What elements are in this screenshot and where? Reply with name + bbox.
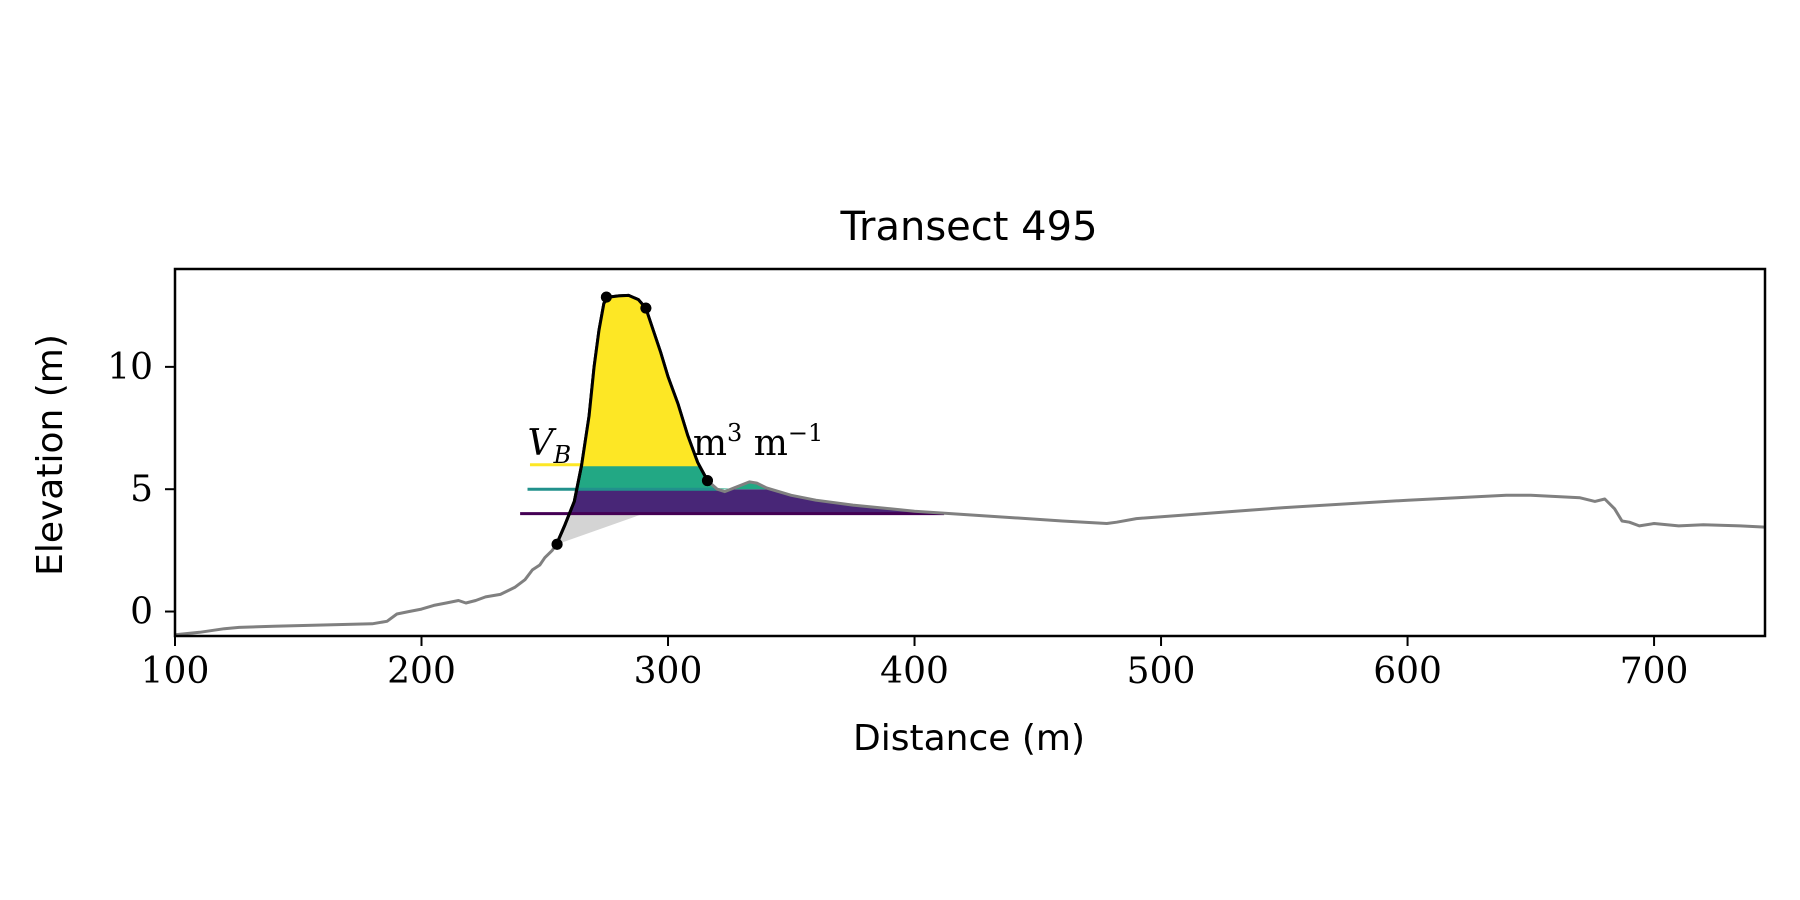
x-tick-label: 200 <box>387 651 456 692</box>
profile-point-top <box>551 538 563 550</box>
x-tick-label: 100 <box>141 651 210 692</box>
x-tick-label: 300 <box>634 651 703 692</box>
y-axis: 0 5 10 <box>107 347 175 633</box>
landward-profile-line <box>175 542 559 636</box>
x-axis-label: Distance (m) <box>853 718 1085 759</box>
x-tick-label: 500 <box>1127 651 1196 692</box>
y-tick-label: 5 <box>130 469 153 510</box>
y-tick-label: 10 <box>107 347 153 388</box>
fill-below-level-1 <box>557 513 644 545</box>
dune-occlusion <box>551 291 713 550</box>
dune-outline-top <box>555 293 709 544</box>
plot-frame <box>173 267 1767 638</box>
plot-area <box>175 291 1765 636</box>
profile-point-top <box>640 302 652 314</box>
volume-annotation: VB = 3.1 m3 m−1 <box>528 291 823 550</box>
y-axis-label: Elevation (m) <box>30 334 71 576</box>
x-tick-label: 700 <box>1620 651 1689 692</box>
profile-point-top <box>701 475 713 487</box>
seaward-profile-line <box>706 479 1765 529</box>
fill-level-2-3 <box>578 464 771 490</box>
x-tick-label: 400 <box>880 651 949 692</box>
fill-level-1-2 <box>570 489 945 514</box>
x-tick-label: 600 <box>1373 651 1442 692</box>
chart-title: Transect 495 <box>839 204 1097 250</box>
dune-top-fill <box>583 295 699 465</box>
y-tick-label: 0 <box>130 592 153 633</box>
x-axis: 100 200 300 400 500 600 700 <box>141 636 1689 692</box>
profile-point-top <box>600 291 612 303</box>
